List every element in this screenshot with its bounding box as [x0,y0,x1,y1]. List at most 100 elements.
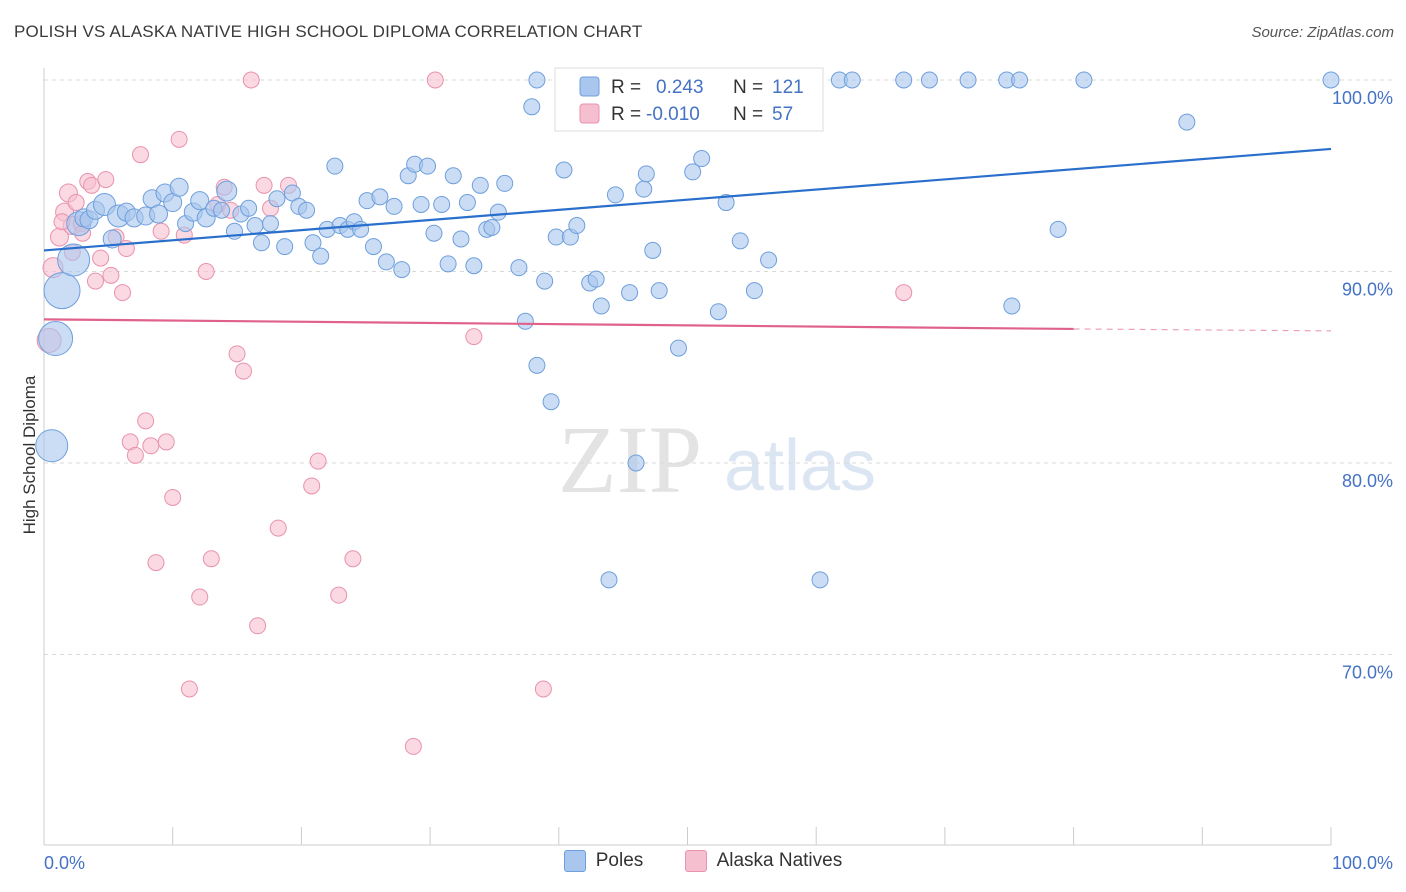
poles-point-103 [920,71,938,89]
poles-point-30 [253,234,271,252]
poles-point-29 [246,217,264,235]
poles-point-95 [731,232,749,250]
y-tick-label-80: 80.0% [1342,471,1393,491]
natives-point-25 [170,130,188,148]
poles-point-99 [811,571,829,589]
natives-point-27 [180,680,198,698]
bottom-legend-poles[interactable]: Poles [563,850,644,872]
legend-poles-n-label: N = [733,77,763,98]
poles-point-61 [465,257,483,275]
natives-point-43 [309,452,327,470]
natives-point-11 [92,249,110,267]
poles-point-48 [377,253,395,271]
natives-point-23 [157,433,175,451]
natives-point-35 [234,362,252,380]
poles-point-33 [276,238,294,256]
x-tick-label-100: 100.0% [1332,853,1393,873]
poles-point-36 [298,201,316,219]
legend-natives-n-value: 57 [772,104,793,125]
poles-point-91 [693,150,711,168]
watermark: ZIP atlas [558,406,876,513]
poles-point-85 [635,180,653,198]
y-tick-label-70: 70.0% [1342,663,1393,683]
poles-trend-line [43,147,1332,252]
poles-point-72 [542,393,560,411]
poles-point-53 [412,195,430,213]
poles-point-18 [169,177,189,197]
poles-point-37 [304,234,322,252]
natives-point-12 [97,171,115,189]
x-tick-label-0: 0.0% [44,853,85,873]
poles-point-97 [760,251,778,269]
poles-point-87 [644,241,662,259]
poles-legend-label: Poles [595,850,644,871]
poles-point-55 [425,224,443,242]
poles-point-2 [43,272,81,310]
axes: 0.0% 100.0% [43,68,1393,873]
poles-point-25 [216,180,238,202]
poles-point-38 [312,247,330,265]
natives-point-18 [132,146,150,164]
bottom-legend-natives[interactable]: Alaska Natives [684,850,843,872]
poles-point-109 [1075,71,1093,89]
poles-point-1 [38,321,74,357]
legend-poles-r-value: 0.243 [656,77,704,98]
natives-point-49 [534,680,552,698]
natives-point-17 [126,446,144,464]
natives-point-21 [147,554,165,572]
natives-point-28 [191,588,209,606]
natives-point-34 [228,345,246,363]
source-label: Source: ZipAtlas.com [1251,24,1394,41]
y-tick-label-90: 90.0% [1342,280,1393,300]
natives-point-22 [152,222,170,240]
poles-point-80 [592,297,610,315]
poles-point-3 [57,243,91,277]
natives-point-40 [269,519,287,537]
poles-point-47 [371,188,389,206]
natives-point-9 [83,176,101,194]
poles-point-88 [650,282,668,300]
poles-point-60 [458,194,476,212]
natives-trend-line [43,318,1074,331]
poles-point-81 [600,571,618,589]
natives-swatch [684,850,707,872]
poles-point-49 [385,197,403,215]
poles-point-94 [717,194,735,212]
poles-point-106 [1003,297,1021,315]
poles-point-76 [568,217,586,235]
legend-natives-n-label: N = [733,104,763,125]
poles-point-21 [190,191,210,211]
poles-point-9 [102,229,122,249]
poles-point-15 [149,204,169,224]
watermark-atlas: atlas [724,426,876,506]
natives-point-30 [202,550,220,568]
natives-point-36 [242,71,260,89]
natives-legend-label: Alaska Natives [716,850,843,871]
poles-point-86 [637,165,655,183]
natives-point-6 [67,194,85,212]
poles-point-24 [213,201,231,219]
poles-point-57 [439,255,457,273]
legend-poles-r-label: R = [611,77,641,98]
bottom-legend: Poles Alaska Natives [0,850,1406,878]
poles-point-84 [627,454,645,472]
poles-point-108 [1049,220,1067,238]
legend-poles-n-value: 121 [772,77,804,98]
poles-point-64 [483,218,501,236]
y-axis-label: High School Diploma [20,375,39,534]
poles-point-110 [1178,113,1196,131]
legend-natives-r-value: -0.010 [646,104,700,125]
poles-point-71 [536,272,554,290]
natives-point-15 [114,284,132,302]
natives-point-10 [86,272,104,290]
poles-point-66 [496,174,514,192]
poles-point-111 [1322,71,1340,89]
poles-point-74 [555,161,573,179]
poles-point-89 [669,339,687,357]
poles-point-67 [510,259,528,277]
natives-point-47 [426,71,444,89]
grid: 70.0% 80.0% 90.0% 100.0% [44,79,1395,683]
natives-point-48 [465,328,483,346]
legend-natives-r-label: R = [611,104,641,125]
